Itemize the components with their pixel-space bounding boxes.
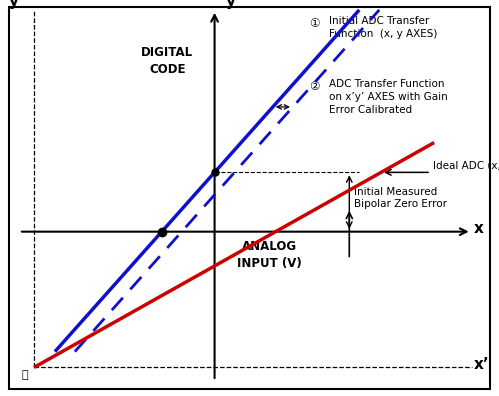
Text: ANALOG
INPUT (V): ANALOG INPUT (V) — [237, 240, 302, 270]
Text: ①: ① — [309, 17, 320, 30]
Text: Initial ADC Transfer
Function  (x, y AXES): Initial ADC Transfer Function (x, y AXES… — [329, 16, 438, 39]
Text: x’: x’ — [474, 357, 490, 372]
Text: Ⓐ: Ⓐ — [21, 369, 28, 380]
Text: y: y — [226, 0, 236, 9]
Text: DIGITAL
CODE: DIGITAL CODE — [141, 46, 193, 76]
Text: Initial Measured
Bipolar Zero Error: Initial Measured Bipolar Zero Error — [354, 187, 447, 209]
Text: y’: y’ — [9, 0, 25, 9]
Text: Ideal ADC (x,y AXES): Ideal ADC (x,y AXES) — [434, 161, 499, 171]
Text: ADC Transfer Function
on x’y’ AXES with Gain
Error Calibrated: ADC Transfer Function on x’y’ AXES with … — [329, 79, 448, 115]
Text: x: x — [474, 221, 484, 236]
Text: ②: ② — [309, 80, 320, 93]
